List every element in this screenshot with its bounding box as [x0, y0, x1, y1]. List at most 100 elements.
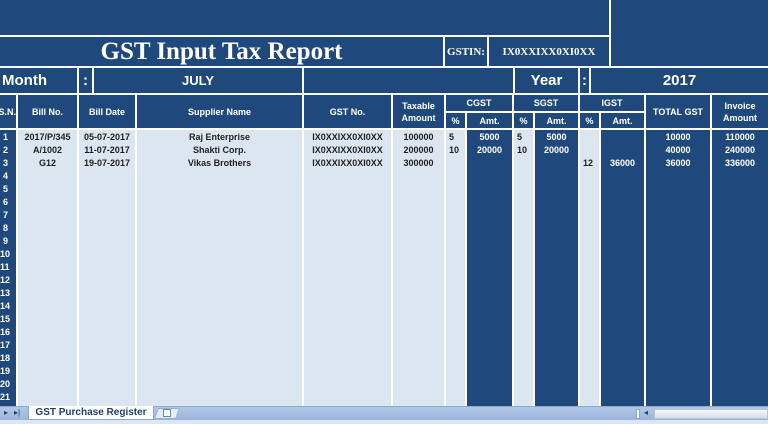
col-sgst-pct[interactable]: [514, 130, 533, 406]
serial-9: 9: [3, 236, 9, 246]
serial-8: 8: [3, 223, 9, 233]
header-sgst-amt: Amt.: [535, 113, 578, 128]
row2-taxable[interactable]: 200000: [403, 145, 434, 155]
month-spacer: [304, 68, 513, 93]
row1-supplier[interactable]: Raj Enterprise: [188, 132, 251, 142]
serial-list: 1 2 3 4 5 6 7 8 9 10 11 12 13 14 15 16 1…: [0, 131, 16, 404]
col-taxable[interactable]: [393, 130, 444, 406]
row1-gst-no[interactable]: IX0XXIXX0XI0XX: [312, 132, 383, 142]
row3-taxable[interactable]: 300000: [403, 158, 434, 168]
tab-scroll-next-button[interactable]: ▸: [4, 408, 9, 417]
col-cgst-amt: [467, 130, 512, 406]
row1-taxable[interactable]: 100000: [403, 132, 434, 142]
col-total-gst: [646, 130, 710, 406]
row1-total-gst: 10000: [665, 132, 691, 142]
row3-igst-pct[interactable]: 12: [583, 158, 594, 168]
col-igst-amt: [601, 130, 644, 406]
sheet-tab-gst-purchase-register[interactable]: GST Purchase Register: [28, 406, 154, 420]
row2-cgst-amt: 20000: [476, 145, 503, 155]
serial-5: 5: [3, 184, 9, 194]
col-invoice: [712, 130, 768, 406]
row1-bill-date[interactable]: 05-07-2017: [83, 132, 131, 142]
gstin-label: GSTIN:: [445, 37, 487, 66]
serial-21: 21: [0, 392, 11, 402]
header-igst: IGST: [580, 95, 644, 111]
row1-cgst-amt: 5000: [479, 132, 500, 142]
year-value[interactable]: 2017: [591, 68, 768, 93]
row1-cgst-pct[interactable]: 5: [449, 132, 455, 142]
row2-supplier[interactable]: Shakti Corp.: [192, 145, 246, 155]
header-total-gst: TOTAL GST: [646, 95, 710, 128]
header-igst-amt: Amt.: [601, 113, 644, 128]
row2-total-gst: 40000: [665, 145, 691, 155]
row3-gst-no[interactable]: IX0XXIXX0XI0XX: [312, 158, 383, 168]
serial-11: 11: [0, 262, 10, 272]
row2-bill-date[interactable]: 11-07-2017: [84, 145, 130, 155]
serial-18: 18: [0, 353, 11, 363]
top-right-block: [611, 0, 768, 66]
header-cgst-pct: %: [446, 113, 465, 128]
row1-invoice: 110000: [725, 132, 755, 142]
col-sn: [0, 130, 16, 406]
serial-15: 15: [0, 314, 11, 324]
col-igst-pct[interactable]: [580, 130, 599, 406]
header-taxable-line1: Taxable: [402, 100, 435, 111]
tab-split-handle[interactable]: [636, 409, 640, 419]
row2-sgst-pct[interactable]: 10: [517, 145, 528, 155]
serial-2: 2: [3, 145, 9, 155]
col-supplier[interactable]: [137, 130, 302, 406]
year-separator: :: [580, 68, 589, 93]
row2-sgst-amt: 20000: [543, 145, 570, 155]
header-taxable-amount: Taxable Amount: [393, 95, 444, 128]
serial-10: 10: [0, 249, 11, 259]
header-taxable-line2: Amount: [401, 112, 436, 123]
col-sgst-amt: [535, 130, 578, 406]
header-invoice-line1: Invoice: [724, 100, 756, 111]
horizontal-scrollbar[interactable]: [654, 409, 768, 419]
serial-13: 13: [0, 288, 11, 298]
serial-6: 6: [3, 197, 9, 207]
header-invoice-line2: Amount: [723, 112, 757, 123]
tab-scroll-last-button[interactable]: ▸|: [14, 408, 21, 417]
row3-bill-date[interactable]: 19-07-2017: [83, 158, 131, 168]
col-bill-no[interactable]: [18, 130, 77, 406]
header-cgst: CGST: [446, 95, 512, 111]
header-sn: S.N.: [0, 95, 16, 128]
row2-bill-no[interactable]: A/1002: [32, 145, 63, 155]
row3-supplier[interactable]: Vikas Brothers: [187, 158, 252, 168]
header-supplier-name: Supplier Name: [137, 95, 302, 128]
row2-gst-no[interactable]: IX0XXIXX0XI0XX: [312, 145, 383, 155]
serial-4: 4: [3, 171, 9, 181]
month-label: Month: [0, 68, 77, 93]
col-cgst-pct[interactable]: [446, 130, 465, 406]
serial-7: 7: [3, 210, 9, 220]
row1-sgst-pct[interactable]: 5: [517, 132, 523, 142]
row1-bill-no[interactable]: 2017/P/345: [24, 132, 71, 142]
header-invoice-amount: Invoice Amount: [712, 95, 768, 128]
serial-12: 12: [0, 275, 11, 285]
row3-bill-no[interactable]: G12: [38, 158, 56, 168]
row3-invoice: 336000: [724, 158, 756, 168]
header-bill-no: Bill No.: [18, 95, 77, 128]
header-gst-no: GST No.: [304, 95, 391, 128]
sheet-tab-bar: ▸ ▸| GST Purchase Register ◂: [0, 406, 768, 420]
header-sgst: SGST: [514, 95, 578, 111]
header-igst-pct: %: [580, 113, 599, 128]
page-title: GST Input Tax Report: [0, 37, 443, 66]
col-bill-date[interactable]: [79, 130, 135, 406]
status-bar: [0, 420, 768, 424]
serial-16: 16: [0, 327, 11, 337]
scroll-left-icon[interactable]: ◂: [644, 408, 649, 417]
row3-total-gst: 36000: [665, 158, 691, 168]
header-bill-date: Bill Date: [79, 95, 135, 128]
header-cgst-amt: Amt.: [467, 113, 512, 128]
month-value[interactable]: JULY: [94, 68, 302, 93]
row2-cgst-pct[interactable]: 10: [449, 145, 460, 155]
insert-sheet-icon: [163, 409, 171, 417]
serial-14: 14: [0, 301, 11, 311]
row2-invoice: 240000: [724, 145, 756, 155]
row3-igst-amt: 36000: [609, 158, 636, 168]
col-gst-no[interactable]: [304, 130, 391, 406]
gstin-value[interactable]: IX0XXIXX0XI0XX: [489, 37, 609, 66]
serial-17: 17: [0, 340, 11, 350]
